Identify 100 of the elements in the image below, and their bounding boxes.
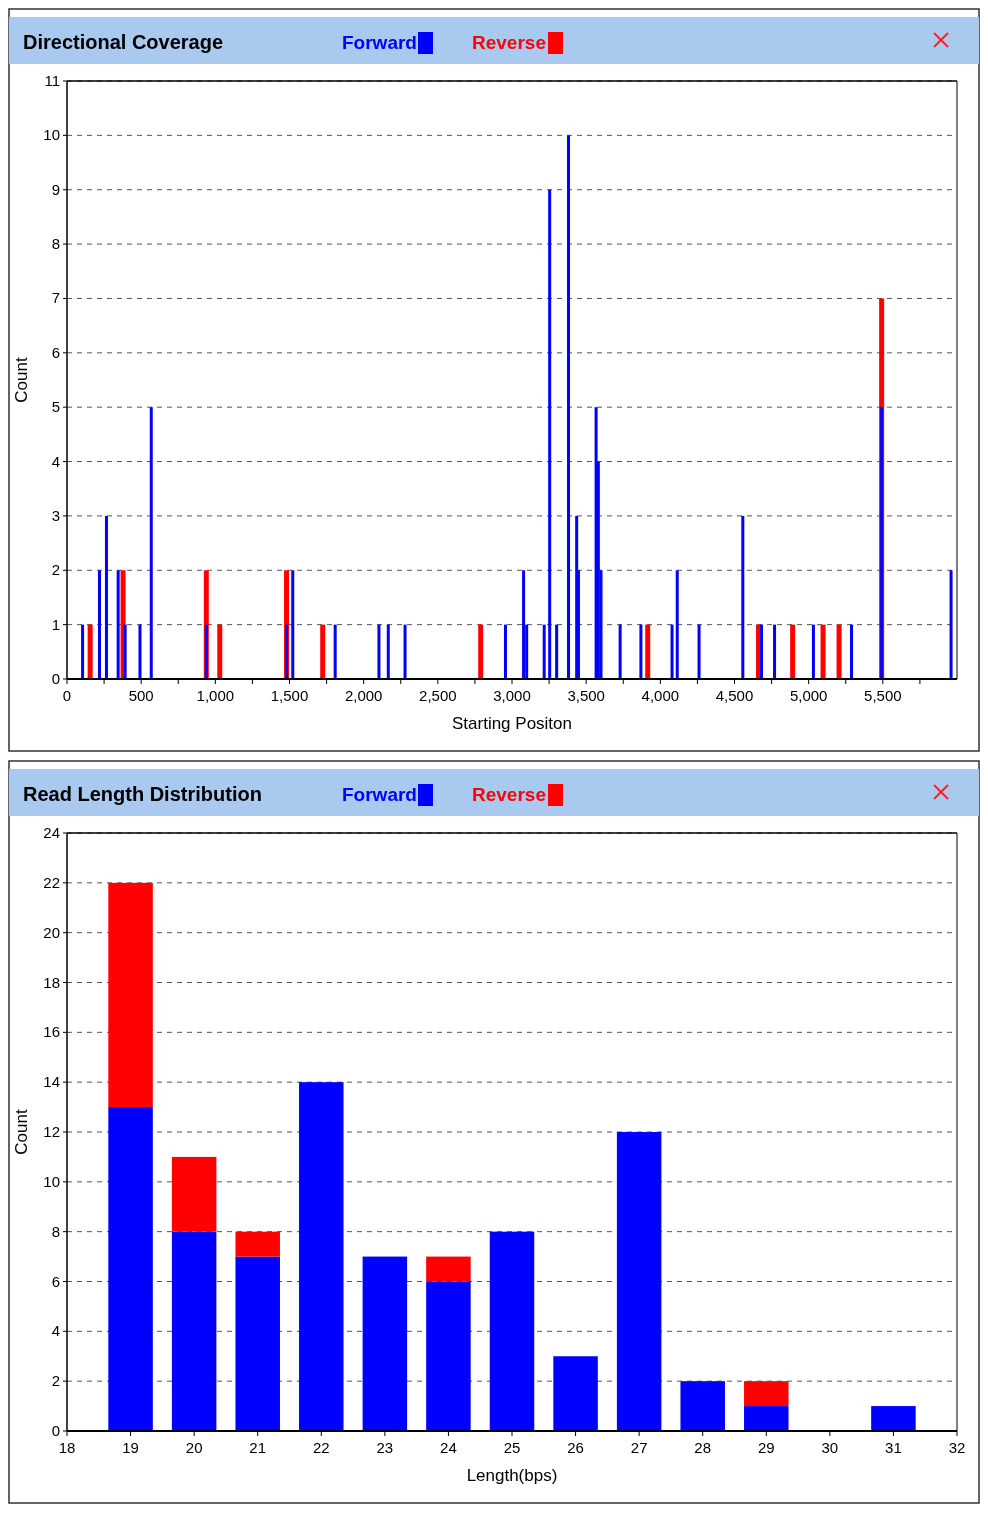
bar xyxy=(542,624,546,679)
x-tick-label: 2,500 xyxy=(419,687,457,704)
x-axis-title: Starting Positon xyxy=(451,714,573,733)
bar xyxy=(104,515,108,679)
chart-title: Read Length Distribution xyxy=(23,783,262,805)
bar xyxy=(744,1406,789,1431)
y-tick-label: 11 xyxy=(44,72,60,89)
bar xyxy=(138,624,142,679)
y-tick-label: 3 xyxy=(51,506,60,524)
bar xyxy=(836,624,842,679)
y-tick-label: 2 xyxy=(51,1372,60,1390)
x-tick-label: 0 xyxy=(62,687,72,704)
y-tick-label: 20 xyxy=(43,923,60,941)
bar xyxy=(235,1256,280,1431)
y-tick-label: 4 xyxy=(51,1322,60,1340)
bar xyxy=(616,1132,662,1431)
x-tick-label: 5,500 xyxy=(864,687,902,704)
bar xyxy=(116,570,120,679)
x-tick-label: 27 xyxy=(630,1439,648,1456)
bar xyxy=(639,624,643,679)
bar xyxy=(645,624,651,679)
bar xyxy=(522,570,526,679)
bar xyxy=(204,624,208,679)
legend-label: Forward xyxy=(342,32,417,53)
x-tick-label: 21 xyxy=(249,1439,267,1456)
y-tick-label: 8 xyxy=(51,1222,60,1240)
y-tick-label: 14 xyxy=(43,1073,60,1091)
legend-label: Reverse xyxy=(472,32,546,53)
bar xyxy=(235,1231,280,1257)
y-tick-label: 2 xyxy=(51,561,60,579)
x-tick-label: 19 xyxy=(122,1439,139,1456)
y-tick-label: 0 xyxy=(51,1422,60,1439)
x-tick-label: 20 xyxy=(185,1439,203,1456)
y-tick-label: 4 xyxy=(51,452,60,470)
x-tick-label: 3,500 xyxy=(567,687,605,704)
y-tick-label: 6 xyxy=(51,343,60,361)
bar xyxy=(618,624,622,679)
bar xyxy=(320,624,326,679)
bar xyxy=(171,1156,217,1232)
x-tick-label: 22 xyxy=(312,1439,330,1456)
x-tick-label: 24 xyxy=(440,1439,457,1456)
bar xyxy=(403,624,407,679)
bar xyxy=(108,1107,153,1431)
bar xyxy=(820,624,826,679)
x-tick-label: 25 xyxy=(503,1439,521,1456)
bar xyxy=(760,624,763,679)
bar xyxy=(880,407,884,679)
y-tick-label: 18 xyxy=(43,973,60,991)
y-tick-label: 9 xyxy=(51,180,60,198)
bar xyxy=(386,624,390,679)
bar xyxy=(426,1256,471,1282)
y-tick-label: 10 xyxy=(43,1172,60,1190)
y-tick-label: 7 xyxy=(51,289,60,307)
y-tick-label: 22 xyxy=(43,873,60,891)
legend-label: Forward xyxy=(342,784,417,805)
x-tick-label: 31 xyxy=(885,1439,902,1456)
bar xyxy=(81,624,85,679)
bar xyxy=(123,624,127,679)
x-tick-label: 500 xyxy=(128,687,154,704)
x-tick-label: 4,000 xyxy=(641,687,680,704)
y-axis-title: Count xyxy=(12,357,31,403)
y-axis-title: Count xyxy=(12,1109,31,1155)
bar xyxy=(333,624,337,679)
bar xyxy=(773,624,777,679)
x-tick-label: 1,500 xyxy=(270,687,309,704)
y-tick-label: 0 xyxy=(51,670,60,687)
y-tick-label: 10 xyxy=(43,126,60,144)
bar xyxy=(362,1256,408,1431)
legend-label: Reverse xyxy=(472,784,546,805)
bar xyxy=(744,1381,789,1407)
x-tick-label: 23 xyxy=(376,1439,394,1456)
x-axis-title: Length(bps) xyxy=(466,1466,558,1485)
bar xyxy=(741,515,745,679)
x-tick-label: 29 xyxy=(757,1439,775,1456)
bar xyxy=(555,624,559,679)
bar xyxy=(675,570,679,679)
bar xyxy=(171,1231,217,1431)
x-tick-label: 2,000 xyxy=(344,687,383,704)
x-tick-label: 3,000 xyxy=(493,687,531,704)
bar xyxy=(87,624,93,679)
bar xyxy=(567,135,571,679)
chart-title: Directional Coverage xyxy=(23,31,224,53)
bar xyxy=(811,624,815,679)
bar xyxy=(299,1082,344,1431)
bar xyxy=(108,882,153,1108)
x-tick-label: 1,000 xyxy=(196,687,235,704)
bar xyxy=(949,570,953,679)
bar xyxy=(790,624,796,679)
y-tick-label: 5 xyxy=(51,398,60,416)
y-tick-label: 6 xyxy=(51,1272,60,1290)
x-tick-label: 30 xyxy=(821,1439,839,1456)
bar xyxy=(97,570,101,679)
y-tick-label: 1 xyxy=(51,615,60,633)
bar xyxy=(426,1281,471,1431)
x-tick-label: 28 xyxy=(694,1439,712,1456)
bar xyxy=(503,624,507,679)
bar xyxy=(680,1381,725,1431)
bar xyxy=(548,189,552,679)
x-tick-label: 4,500 xyxy=(715,687,754,704)
x-tick-label: 26 xyxy=(567,1439,584,1456)
